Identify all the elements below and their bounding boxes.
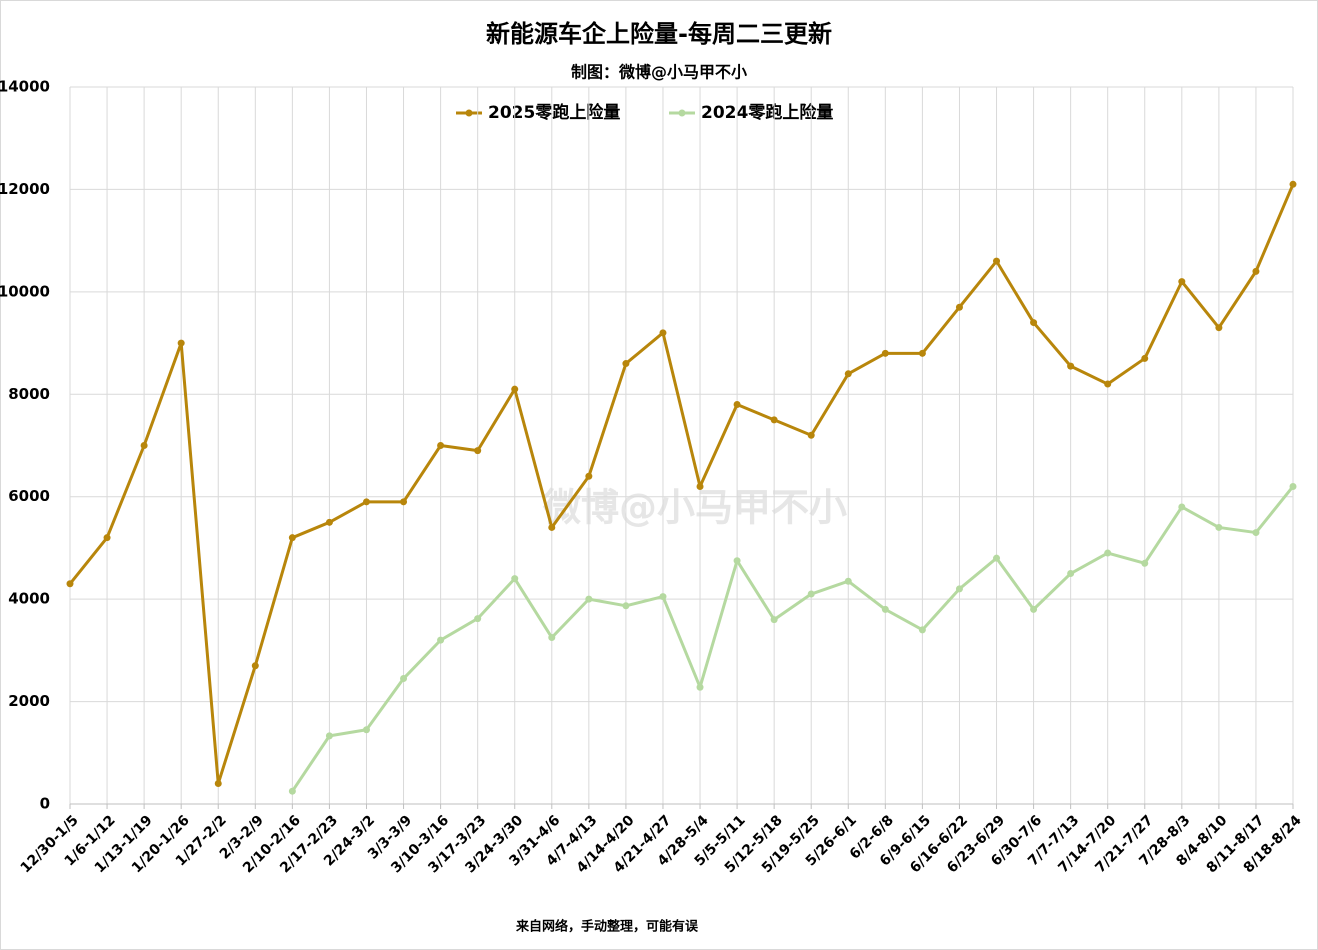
data-point	[1252, 267, 1260, 275]
data-point	[1030, 319, 1038, 327]
data-point	[1215, 523, 1223, 531]
data-point	[66, 580, 74, 588]
data-point	[214, 780, 222, 788]
data-point	[400, 498, 408, 506]
watermark: 微博@小马甲不小	[542, 486, 847, 530]
y-tick-label: 4000	[8, 590, 50, 608]
y-tick-label: 12000	[0, 180, 50, 198]
data-point	[659, 329, 667, 337]
chart-subtitle: 制图：微博@小马甲不小	[571, 63, 747, 82]
y-tick-label: 8000	[8, 385, 50, 403]
data-point	[511, 575, 519, 583]
data-point	[955, 585, 963, 593]
data-point	[140, 442, 148, 449]
y-tick-label: 2000	[8, 692, 50, 710]
data-point	[770, 416, 778, 424]
data-point	[993, 554, 1001, 562]
data-point	[362, 498, 370, 506]
data-point	[733, 401, 741, 409]
data-point	[325, 518, 333, 526]
data-point	[288, 534, 296, 542]
data-point	[844, 370, 852, 378]
data-point	[251, 662, 259, 670]
data-point	[177, 339, 185, 347]
data-point	[1141, 354, 1149, 362]
data-point	[288, 787, 296, 795]
data-point	[585, 595, 593, 603]
data-point	[881, 349, 889, 357]
y-tick-label: 0	[40, 795, 50, 813]
data-point	[437, 636, 445, 644]
data-point	[1178, 278, 1186, 286]
data-point	[1104, 549, 1112, 557]
data-point	[844, 577, 852, 585]
series-line	[68, 183, 1295, 786]
y-tick-label: 14000	[0, 78, 50, 96]
data-point	[622, 360, 630, 368]
data-point	[1067, 570, 1075, 578]
data-point	[325, 732, 333, 740]
data-point	[696, 482, 704, 490]
series-line	[291, 485, 1295, 793]
data-point	[1104, 380, 1112, 388]
data-point	[1178, 503, 1186, 511]
data-point	[548, 634, 556, 642]
data-point	[474, 447, 482, 455]
data-point	[103, 534, 111, 542]
data-point	[659, 593, 667, 601]
data-point	[1141, 559, 1149, 567]
y-tick-label: 10000	[0, 282, 50, 300]
legend-marker	[678, 109, 686, 117]
data-point	[918, 626, 926, 634]
data-point	[585, 472, 593, 480]
chart-title: 新能源车企上险量-每周二三更新	[486, 20, 832, 48]
data-point	[1252, 529, 1260, 537]
data-point	[993, 257, 1001, 265]
data-point	[400, 675, 408, 683]
legend-label: 2024零跑上险量	[701, 102, 833, 123]
data-point	[622, 602, 630, 610]
data-point	[733, 557, 741, 565]
data-point	[362, 726, 370, 734]
data-point	[511, 385, 519, 393]
data-point	[1289, 180, 1297, 188]
data-point	[918, 349, 926, 357]
legend-marker	[465, 109, 473, 117]
data-point	[881, 605, 889, 613]
data-point	[474, 615, 482, 623]
data-point	[696, 683, 704, 691]
footer: 来自网络，手动整理，可能有误	[515, 919, 699, 935]
data-point	[770, 616, 778, 624]
data-point	[1067, 362, 1075, 370]
y-tick-label: 6000	[8, 487, 50, 505]
data-point	[807, 431, 815, 439]
legend: 2025零跑上险量 2024零跑上险量	[456, 102, 833, 123]
data-point	[437, 442, 445, 449]
data-point	[1289, 482, 1297, 490]
legend-label: 2025零跑上险量	[488, 102, 620, 123]
data-point	[1215, 324, 1223, 332]
data-point	[548, 523, 556, 531]
data-point	[955, 303, 963, 311]
data-point	[807, 590, 815, 598]
data-point	[1030, 605, 1038, 613]
